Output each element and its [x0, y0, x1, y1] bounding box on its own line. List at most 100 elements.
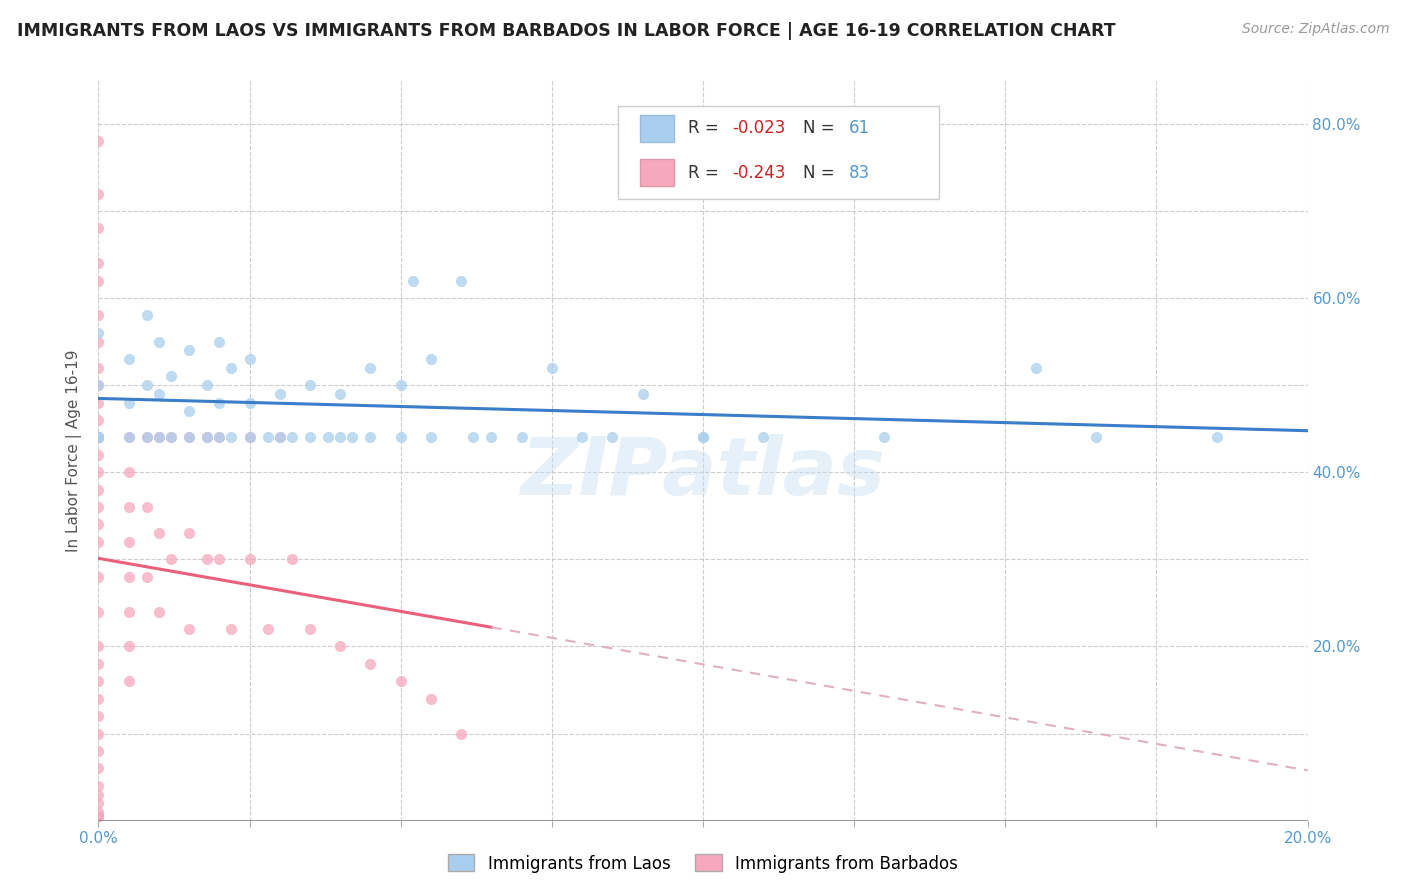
Point [692, 430, 714, 444]
Point [87, 430, 110, 444]
Point [87, 186, 110, 201]
Point [148, 334, 170, 349]
Point [329, 430, 352, 444]
Point [87, 334, 110, 349]
Point [87, 395, 110, 409]
Point [179, 430, 201, 444]
Point [195, 430, 218, 444]
Point [269, 387, 291, 401]
FancyBboxPatch shape [619, 106, 939, 199]
Point [208, 430, 231, 444]
Point [87, 360, 110, 375]
Point [87, 744, 110, 758]
Point [87, 430, 110, 444]
Point [135, 500, 157, 514]
Point [87, 809, 110, 823]
Point [148, 430, 170, 444]
Point [360, 430, 382, 444]
Point [195, 430, 218, 444]
Point [1085, 430, 1108, 444]
Point [160, 369, 183, 384]
Point [208, 552, 231, 566]
Point [87, 430, 110, 444]
Point [1206, 430, 1229, 444]
Point [281, 552, 304, 566]
Point [87, 517, 110, 532]
Point [360, 360, 382, 375]
Point [450, 726, 472, 740]
Y-axis label: In Labor Force | Age 16-19: In Labor Force | Age 16-19 [66, 349, 83, 552]
Point [540, 360, 562, 375]
Point [87, 809, 110, 823]
Point [239, 351, 262, 366]
Point [316, 430, 339, 444]
Point [160, 430, 183, 444]
Legend: Immigrants from Laos, Immigrants from Barbados: Immigrants from Laos, Immigrants from Ba… [441, 847, 965, 880]
Point [118, 465, 141, 479]
Point [87, 500, 110, 514]
Point [87, 809, 110, 823]
Point [87, 448, 110, 462]
Point [135, 430, 157, 444]
Point [87, 134, 110, 148]
Point [208, 430, 231, 444]
Point [87, 809, 110, 823]
Point [87, 805, 110, 819]
Point [299, 378, 322, 392]
Text: N =: N = [803, 164, 841, 182]
Point [87, 796, 110, 810]
Point [87, 465, 110, 479]
Point [420, 691, 443, 706]
Point [239, 552, 262, 566]
Point [118, 640, 141, 654]
Point [239, 430, 262, 444]
Point [87, 761, 110, 775]
Point [87, 691, 110, 706]
Point [148, 605, 170, 619]
Point [692, 430, 714, 444]
Point [402, 274, 425, 288]
Point [87, 788, 110, 802]
Point [87, 809, 110, 823]
Point [87, 809, 110, 823]
Point [87, 809, 110, 823]
Point [148, 430, 170, 444]
Point [87, 430, 110, 444]
Point [195, 552, 218, 566]
Point [420, 430, 443, 444]
Point [481, 430, 503, 444]
Point [87, 483, 110, 497]
Point [389, 674, 412, 689]
Point [208, 334, 231, 349]
Point [148, 526, 170, 541]
Point [463, 430, 485, 444]
Point [87, 709, 110, 723]
Point [389, 430, 412, 444]
Point [87, 674, 110, 689]
Point [87, 326, 110, 340]
Point [329, 387, 352, 401]
Point [360, 657, 382, 671]
Point [420, 351, 443, 366]
Text: 61: 61 [849, 120, 870, 137]
Text: R =: R = [689, 120, 724, 137]
Point [510, 430, 533, 444]
Point [179, 343, 201, 358]
Point [873, 430, 896, 444]
Point [87, 657, 110, 671]
Point [87, 430, 110, 444]
Point [118, 535, 141, 549]
Point [1024, 360, 1046, 375]
Point [631, 387, 654, 401]
Text: R =: R = [689, 164, 724, 182]
Text: IMMIGRANTS FROM LAOS VS IMMIGRANTS FROM BARBADOS IN LABOR FORCE | AGE 16-19 CORR: IMMIGRANTS FROM LAOS VS IMMIGRANTS FROM … [17, 22, 1115, 40]
Point [281, 430, 304, 444]
Point [450, 274, 472, 288]
FancyBboxPatch shape [640, 115, 673, 142]
Text: 83: 83 [849, 164, 870, 182]
Point [160, 552, 183, 566]
Point [118, 605, 141, 619]
Text: -0.243: -0.243 [733, 164, 786, 182]
Point [87, 779, 110, 793]
Point [87, 570, 110, 584]
